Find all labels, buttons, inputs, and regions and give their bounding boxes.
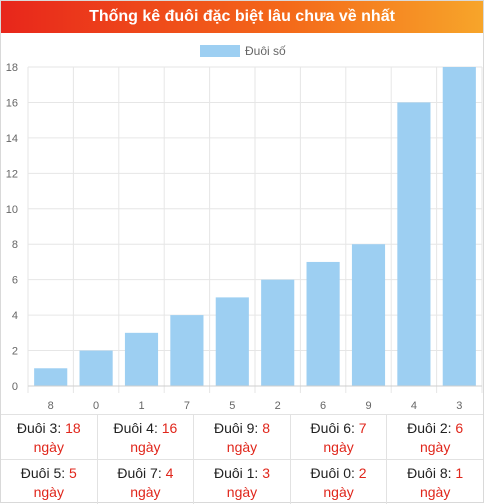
stat-unit: ngày bbox=[323, 484, 354, 500]
stat-label: Đuôi 9: bbox=[213, 420, 259, 436]
x-tick-label: 8 bbox=[48, 400, 54, 412]
stat-cell: Đuôi 2: 6 ngày bbox=[387, 415, 483, 459]
stat-value: 3 bbox=[262, 465, 270, 481]
y-tick-label: 16 bbox=[6, 97, 18, 109]
stat-value: 8 bbox=[262, 420, 270, 436]
y-tick-label: 8 bbox=[12, 239, 18, 251]
stat-unit: ngày bbox=[226, 484, 258, 500]
stat-unit: ngày bbox=[226, 439, 258, 455]
stat-cell: Đuôi 3: 18 ngày bbox=[1, 415, 98, 459]
stat-value: 18 bbox=[65, 420, 81, 436]
stat-unit: ngày bbox=[130, 484, 161, 500]
y-tick-label: 18 bbox=[6, 62, 18, 74]
stat-cell: Đuôi 5: 5 ngày bbox=[1, 460, 98, 504]
stat-value: 1 bbox=[455, 465, 464, 481]
stat-value: 4 bbox=[165, 465, 174, 481]
stat-label: Đuôi 1: bbox=[213, 465, 259, 481]
stat-label: Đuôi 4: bbox=[113, 420, 158, 436]
stat-cell: Đuôi 6: 7 ngày bbox=[291, 415, 388, 459]
bar bbox=[79, 350, 113, 386]
stat-cell: Đuôi 8: 1 ngày bbox=[387, 460, 483, 504]
x-tick-label: 3 bbox=[456, 400, 462, 412]
stat-unit: ngày bbox=[33, 484, 64, 500]
legend-label: Đuôi số bbox=[245, 44, 286, 58]
stat-value: 2 bbox=[358, 465, 367, 481]
page-title: Thống kê đuôi đặc biệt lâu chưa về nhất bbox=[1, 1, 483, 33]
x-tick-label: 4 bbox=[411, 400, 417, 412]
x-tick-label: 7 bbox=[184, 400, 190, 412]
y-tick-label: 2 bbox=[12, 346, 18, 358]
stat-value: 7 bbox=[358, 420, 367, 436]
bar-chart: Đuôi số 0 2 4 6 8 10 12 14 16 18 8 0 1 7 5 2 6 9 4 3 bbox=[6, 44, 483, 412]
x-tick-label: 5 bbox=[229, 400, 235, 412]
stat-label: Đuôi 2: bbox=[407, 420, 452, 436]
legend-swatch bbox=[200, 45, 240, 57]
stat-unit: ngày bbox=[323, 439, 354, 455]
bar bbox=[442, 67, 476, 386]
x-tick-label: 2 bbox=[275, 400, 281, 412]
stat-value: 6 bbox=[455, 420, 464, 436]
stat-unit: ngày bbox=[130, 439, 161, 455]
x-tick-label: 1 bbox=[138, 400, 144, 412]
stat-label: Đuôi 8: bbox=[407, 465, 452, 481]
stat-label: Đuôi 7: bbox=[117, 465, 162, 481]
stat-label: Đuôi 6: bbox=[310, 420, 355, 436]
bar bbox=[351, 244, 386, 386]
y-tick-label: 10 bbox=[6, 204, 18, 216]
stat-cell: Đuôi 4: 16 ngày bbox=[98, 415, 195, 459]
bar bbox=[261, 279, 295, 386]
y-tick-label: 4 bbox=[12, 310, 18, 322]
bar bbox=[34, 368, 68, 386]
bar bbox=[215, 297, 249, 386]
y-tick-label: 6 bbox=[12, 275, 18, 287]
bar bbox=[170, 315, 204, 386]
bar bbox=[306, 261, 340, 386]
stat-label: Đuôi 3: bbox=[16, 420, 62, 436]
stat-unit: ngày bbox=[419, 439, 451, 455]
stat-unit: ngày bbox=[419, 484, 451, 500]
stat-cell: Đuôi 1: 3 ngày bbox=[194, 460, 291, 504]
y-tick-label: 12 bbox=[6, 168, 18, 180]
x-tick-label: 9 bbox=[365, 400, 371, 412]
stat-cell: Đuôi 9: 8 ngày bbox=[194, 415, 291, 459]
stat-cell: Đuôi 7: 4 ngày bbox=[98, 460, 195, 504]
stat-unit: ngày bbox=[33, 439, 64, 455]
chart-area: Đuôi số 0 2 4 6 8 10 12 14 16 18 8 0 1 7 5 2 6 9 4 3 bbox=[1, 33, 483, 413]
stats-row: Đuôi 3: 18 ngày Đuôi 4: 16 ngày Đuôi 9: … bbox=[1, 415, 483, 460]
stat-label: Đuôi 0: bbox=[310, 465, 355, 481]
bar bbox=[124, 332, 159, 386]
y-tick-label: 0 bbox=[12, 381, 18, 393]
bar bbox=[397, 102, 431, 386]
stats-row: Đuôi 5: 5 ngày Đuôi 7: 4 ngày Đuôi 1: 3 … bbox=[1, 460, 483, 504]
stat-value: 5 bbox=[69, 465, 77, 481]
stat-value: 16 bbox=[161, 420, 178, 436]
stat-label: Đuôi 5: bbox=[20, 465, 66, 481]
y-tick-label: 14 bbox=[6, 133, 18, 145]
x-tick-label: 6 bbox=[320, 400, 326, 412]
stats-table: Đuôi 3: 18 ngày Đuôi 4: 16 ngày Đuôi 9: … bbox=[1, 414, 483, 504]
stat-cell: Đuôi 0: 2 ngày bbox=[291, 460, 388, 504]
x-tick-label: 0 bbox=[93, 400, 99, 412]
